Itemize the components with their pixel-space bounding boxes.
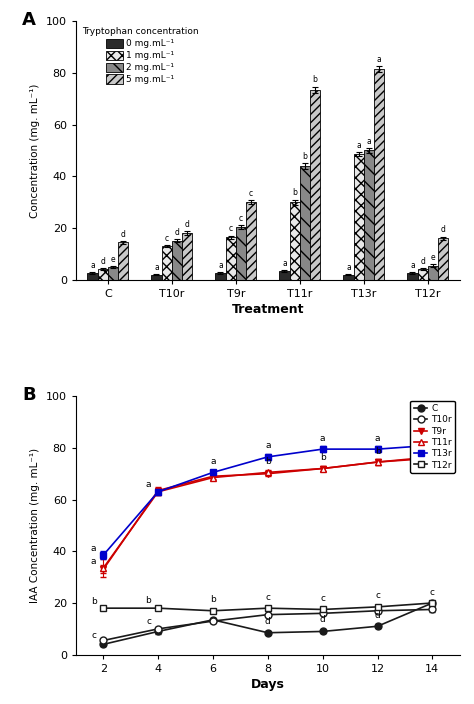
Text: a: a — [429, 429, 435, 439]
Text: a: a — [282, 258, 287, 268]
Bar — [226, 237, 236, 279]
Y-axis label: Concentration (mg. mL⁻¹): Concentration (mg. mL⁻¹) — [30, 83, 40, 218]
Bar — [310, 89, 320, 279]
Bar — [374, 69, 384, 279]
Bar — [407, 273, 418, 279]
Bar — [343, 275, 354, 279]
X-axis label: Days: Days — [251, 678, 285, 691]
Text: a: a — [218, 261, 223, 270]
Text: b: b — [320, 453, 326, 462]
Text: d: d — [121, 230, 126, 239]
Text: b: b — [91, 597, 96, 606]
Text: d: d — [265, 617, 271, 627]
Y-axis label: IAA Concentration (mg. mL⁻¹): IAA Concentration (mg. mL⁻¹) — [30, 448, 40, 603]
Text: a: a — [320, 434, 326, 443]
Bar — [354, 154, 364, 279]
Bar — [279, 270, 290, 279]
Text: a: a — [210, 457, 216, 466]
Text: a: a — [91, 544, 96, 553]
Text: a: a — [91, 557, 96, 566]
Text: c: c — [91, 631, 96, 640]
Text: d: d — [100, 257, 105, 266]
Text: d: d — [185, 220, 190, 230]
Text: b: b — [210, 596, 216, 604]
Bar — [108, 267, 118, 279]
Bar — [215, 273, 226, 279]
Bar — [428, 265, 438, 279]
Text: c: c — [164, 234, 169, 243]
Bar — [172, 241, 182, 279]
Bar — [182, 233, 192, 279]
Text: a: a — [377, 55, 382, 64]
Text: b: b — [265, 457, 271, 466]
Bar — [98, 270, 108, 279]
Text: b: b — [292, 189, 297, 198]
Bar — [364, 151, 374, 279]
X-axis label: Treatment: Treatment — [232, 303, 304, 316]
Text: A: A — [22, 11, 36, 29]
Text: b: b — [313, 75, 318, 84]
Bar — [118, 242, 128, 279]
Text: d: d — [441, 225, 446, 234]
Text: e: e — [110, 255, 115, 264]
Text: d: d — [320, 615, 326, 624]
Text: c: c — [249, 189, 253, 198]
Text: c: c — [239, 214, 243, 223]
Text: d: d — [174, 228, 179, 237]
Text: c: c — [228, 225, 233, 234]
Text: c: c — [146, 617, 151, 626]
Text: a: a — [346, 263, 351, 272]
Text: c: c — [265, 593, 270, 602]
Text: a: a — [410, 261, 415, 270]
Text: b: b — [146, 596, 151, 605]
Text: b: b — [302, 152, 307, 161]
Text: a: a — [265, 441, 271, 451]
Text: a: a — [356, 142, 361, 150]
Bar — [236, 227, 246, 279]
Text: c: c — [320, 594, 325, 603]
Text: b: b — [429, 443, 435, 452]
Bar — [162, 246, 172, 279]
Bar — [246, 202, 256, 279]
Bar — [300, 166, 310, 279]
Text: a: a — [154, 263, 159, 272]
Bar — [418, 270, 428, 279]
Text: c: c — [430, 588, 435, 596]
Text: a: a — [366, 137, 371, 146]
Text: B: B — [22, 386, 36, 404]
Text: a: a — [90, 261, 95, 270]
Bar — [87, 273, 98, 279]
Text: e: e — [430, 253, 435, 262]
Legend: 0 mg.mL⁻¹, 1 mg.mL⁻¹, 2 mg.mL⁻¹, 5 mg.mL⁻¹: 0 mg.mL⁻¹, 1 mg.mL⁻¹, 2 mg.mL⁻¹, 5 mg.mL… — [79, 24, 202, 88]
Legend: C, T10r, T9r, T11r, T13r, T12r: C, T10r, T9r, T11r, T13r, T12r — [410, 401, 455, 473]
Bar — [290, 202, 300, 279]
Text: d: d — [374, 611, 380, 620]
Bar — [151, 275, 162, 279]
Text: c: c — [375, 591, 380, 601]
Text: a: a — [146, 479, 151, 489]
Text: a: a — [375, 434, 380, 443]
Text: b: b — [374, 446, 380, 455]
Text: d: d — [420, 257, 425, 266]
Bar — [438, 239, 448, 279]
